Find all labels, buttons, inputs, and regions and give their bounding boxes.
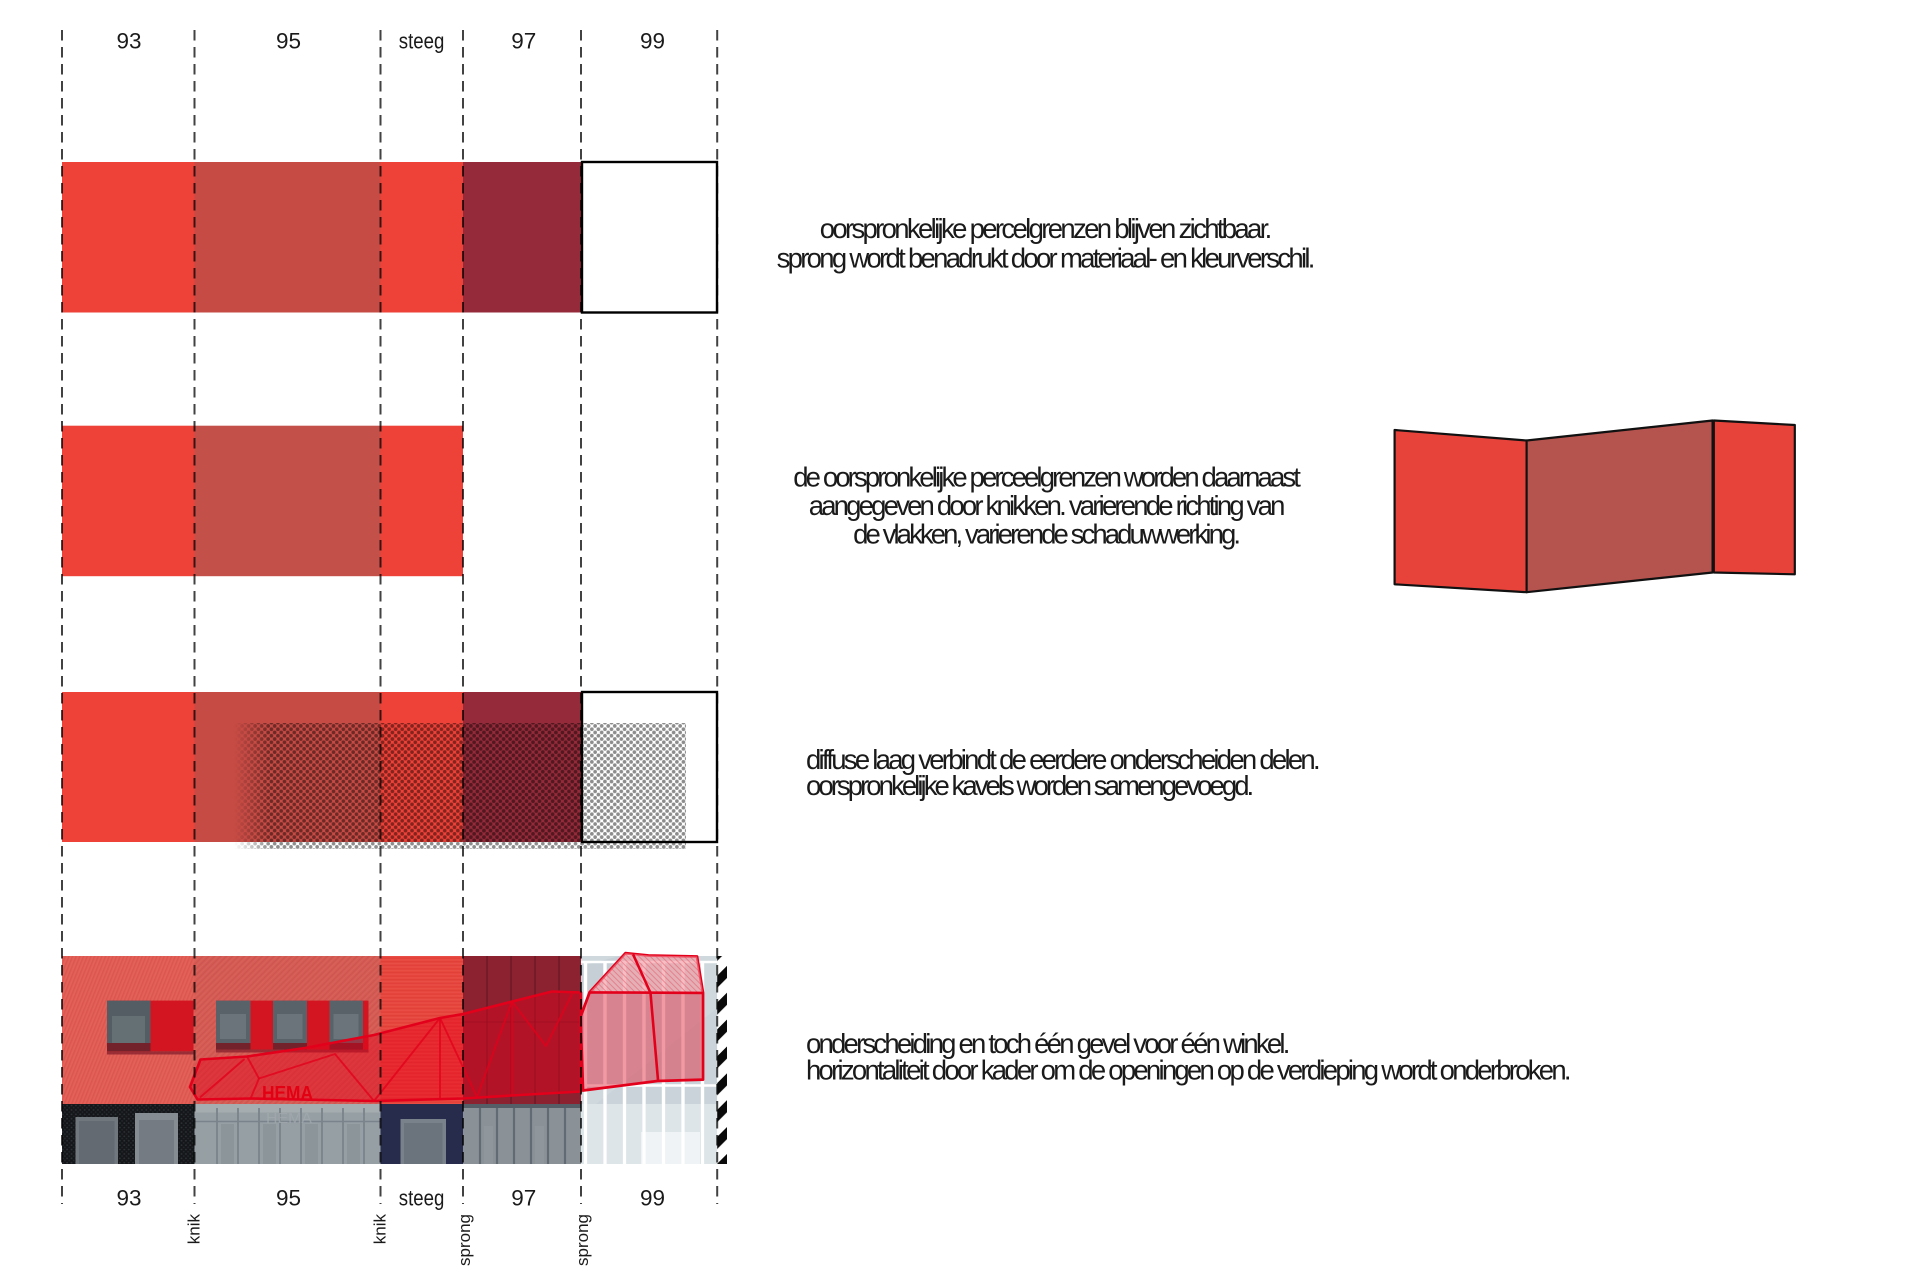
svg-text:93: 93 (117, 29, 142, 54)
svg-text:97: 97 (511, 29, 536, 54)
svg-text:sprong: sprong (573, 1214, 592, 1266)
svg-text:sprong: sprong (455, 1214, 474, 1266)
svg-text:knik: knik (185, 1214, 204, 1245)
svg-text:97: 97 (511, 1186, 536, 1211)
svg-text:95: 95 (276, 1186, 301, 1211)
svg-text:99: 99 (640, 29, 665, 54)
svg-text:sprong wordt benadrukt door ma: sprong wordt benadrukt door materiaal- e… (777, 242, 1316, 273)
svg-text:HEMA: HEMA (266, 1110, 312, 1127)
svg-text:HEMA: HEMA (262, 1083, 313, 1105)
svg-text:oorspronkelijke kavels worden: oorspronkelijke kavels worden samengevoe… (806, 770, 1254, 801)
svg-text:de oorspronkelijke perceelgren: de oorspronkelijke perceelgrenzen worden… (793, 462, 1301, 493)
svg-text:aangegeven door knikken. varie: aangegeven door knikken. varierende rich… (809, 490, 1286, 521)
svg-text:steeg: steeg (399, 29, 445, 54)
svg-text:horizontaliteit door kader om: horizontaliteit door kader om de opening… (806, 1055, 1572, 1086)
svg-text:95: 95 (276, 29, 301, 54)
svg-text:99: 99 (640, 1186, 665, 1211)
svg-text:steeg: steeg (399, 1186, 445, 1211)
svg-text:knik: knik (371, 1214, 390, 1245)
svg-text:93: 93 (117, 1186, 142, 1211)
svg-text:onderscheiding en toch één gev: onderscheiding en toch één gevel voor éé… (806, 1028, 1290, 1059)
svg-text:de vlakken, varierende schaduw: de vlakken, varierende schaduwwerking. (853, 519, 1241, 550)
svg-text:diffuse laag verbindt de eerde: diffuse laag verbindt de eerdere ondersc… (806, 744, 1321, 775)
svg-text:oorspronkelijke percelgrenzen: oorspronkelijke percelgrenzen blijven zi… (820, 213, 1273, 244)
